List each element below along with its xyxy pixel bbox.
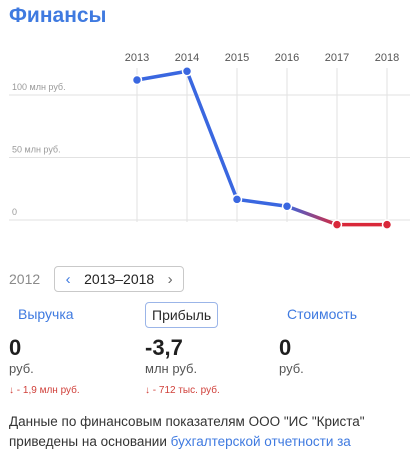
y-tick-label: 50 млн руб. bbox=[12, 145, 61, 155]
data-point bbox=[331, 219, 343, 230]
metric-revenue: 0 руб. ↓ - 1,9 млн руб. bbox=[9, 336, 80, 398]
accounting-report-link[interactable]: бухгалтерской отчетности за bbox=[170, 434, 351, 449]
series-line-segment bbox=[185, 69, 239, 202]
tab-profit[interactable]: Прибыль bbox=[145, 302, 219, 328]
data-point bbox=[181, 66, 193, 77]
x-tick-label: 2017 bbox=[325, 52, 349, 64]
x-tick-label: 2015 bbox=[225, 52, 249, 64]
metric-tabs: Выручка Прибыль Стоимость bbox=[0, 302, 417, 328]
x-tick-label: 2018 bbox=[375, 52, 399, 64]
x-tick-label: 2013 bbox=[125, 52, 149, 64]
period-selector: 2012 ‹ 2013–2018 › bbox=[9, 266, 185, 292]
data-point bbox=[381, 219, 393, 230]
metric-profit-unit: млн руб. bbox=[145, 361, 198, 376]
series-line-segment bbox=[235, 197, 289, 208]
finance-chart: 2013 2014 2015 2016 2017 2018 100 млн руб. 50 … bbox=[0, 40, 417, 240]
period-range-box: ‹ 2013–2018 › bbox=[54, 266, 185, 292]
data-point bbox=[231, 194, 243, 205]
series-line-segment bbox=[285, 204, 339, 227]
metric-value: 0 руб. bbox=[279, 336, 304, 384]
metric-revenue-unit: руб. bbox=[9, 361, 34, 376]
footer-text: Данные по финансовым показателям ООО "ИС… bbox=[9, 414, 365, 449]
y-tick-label: 100 млн руб. bbox=[12, 82, 66, 92]
metric-revenue-delta: ↓ - 1,9 млн руб. bbox=[9, 385, 80, 396]
previous-year-link[interactable]: 2012 bbox=[9, 271, 41, 287]
metric-value-value: 0 bbox=[279, 335, 292, 360]
tab-value[interactable]: Стоимость bbox=[287, 306, 358, 322]
x-tick-label: 2014 bbox=[175, 52, 199, 64]
metric-profit-value: -3,7 bbox=[145, 335, 183, 360]
metric-revenue-value: 0 bbox=[9, 335, 22, 360]
footer-note: Данные по финансовым показателям ООО "ИС… bbox=[9, 412, 409, 452]
data-point bbox=[131, 74, 143, 86]
metric-profit-delta: ↓ - 712 тыс. руб. bbox=[145, 385, 220, 396]
metric-value-unit: руб. bbox=[279, 361, 304, 376]
page-title: Финансы bbox=[9, 4, 107, 27]
x-tick-label: 2016 bbox=[275, 52, 299, 64]
tab-revenue[interactable]: Выручка bbox=[18, 306, 74, 322]
chevron-left-icon[interactable]: ‹ bbox=[65, 270, 71, 288]
series-line-segment bbox=[135, 69, 189, 82]
metric-profit: -3,7 млн руб. ↓ - 712 тыс. руб. bbox=[145, 336, 220, 398]
data-point bbox=[281, 201, 293, 212]
y-tick-label: 0 bbox=[12, 207, 17, 217]
period-range-label: 2013–2018 bbox=[84, 271, 155, 287]
finance-chart-svg: 2013 2014 2015 2016 2017 2018 100 млн руб. 50 … bbox=[9, 52, 410, 230]
chevron-right-icon[interactable]: › bbox=[167, 270, 173, 288]
